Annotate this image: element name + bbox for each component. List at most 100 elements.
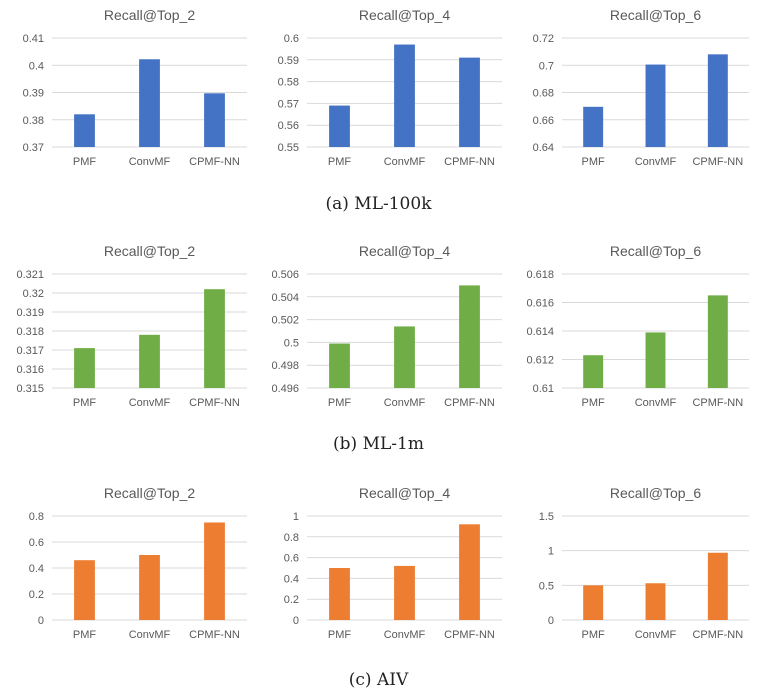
y-tick-label: 0.318	[16, 326, 44, 338]
y-tick-label: 0.2	[29, 589, 44, 601]
y-tick-label: 0.39	[23, 88, 44, 100]
bar-cpmf-nn	[204, 93, 225, 147]
x-tick-label: PMF	[582, 156, 606, 168]
chart-title: Recall@Top_2	[104, 485, 195, 501]
chart-aiv-top2: Recall@Top_2 0.8 0.6 0.4 0.2 0 PMF ConvMF CPMF-N…	[0, 478, 255, 658]
x-tick-label: PMF	[328, 397, 352, 409]
y-tick-label: 0.504	[271, 292, 299, 304]
y-tick-label: 0	[293, 615, 299, 627]
bar-cpmf-nn	[204, 522, 225, 620]
chart-title: Recall@Top_6	[610, 243, 701, 259]
chart-aiv-top6: Recall@Top_6 1.5 1 0.5 0 PMF ConvMF CPMF-NN	[510, 478, 757, 658]
chart-ml1m-top4: Recall@Top_4 0.506 0.504 0.502 0.5 0.498 0.496…	[255, 236, 510, 426]
bar-convmf	[139, 59, 160, 147]
caption-aiv: (c) AIV	[348, 670, 409, 690]
x-tick-label: ConvMF	[635, 397, 677, 409]
bar-pmf	[583, 585, 604, 620]
y-tick-label: 0.618	[526, 269, 554, 281]
x-tick-label: CPMF-NN	[692, 156, 743, 168]
bar-pmf	[583, 355, 604, 388]
y-tick-label: 0	[548, 615, 554, 627]
y-tick-label: 0.6	[284, 33, 299, 45]
y-tick-label: 0.6	[284, 553, 299, 565]
y-tick-label: 0.68	[533, 88, 554, 100]
y-tick-label: 0.506	[271, 269, 299, 281]
x-tick-label: CPMF-NN	[692, 397, 743, 409]
y-tick-label: 0.4	[284, 573, 299, 585]
x-tick-label: ConvMF	[384, 397, 426, 409]
chart-title: Recall@Top_4	[359, 243, 450, 259]
bar-convmf	[394, 44, 415, 147]
y-tick-label: 0.57	[278, 98, 299, 110]
x-tick-label: ConvMF	[129, 156, 171, 168]
x-tick-label: CPMF-NN	[692, 629, 743, 641]
x-tick-label: CPMF-NN	[189, 156, 240, 168]
chart-svg: Recall@Top_6 0.618 0.616 0.614 0.612 0.61 PMF C…	[526, 243, 749, 409]
chart-title: Recall@Top_4	[359, 485, 450, 501]
bar-pmf	[74, 560, 95, 620]
y-tick-label: 0.32	[23, 288, 44, 300]
y-tick-label: 0.61	[533, 383, 554, 395]
bar-convmf	[139, 555, 160, 620]
x-tick-label: ConvMF	[635, 156, 677, 168]
x-tick-label: CPMF-NN	[444, 397, 495, 409]
bar-cpmf-nn	[707, 54, 728, 147]
bar-pmf	[583, 106, 604, 147]
x-tick-label: CPMF-NN	[189, 629, 240, 641]
chart-ml100k-top4: Recall@Top_4 0.6 0.59 0.58 0.57 0.56 0.55 PMF Co…	[255, 0, 510, 185]
chart-title: Recall@Top_2	[104, 243, 195, 259]
x-tick-label: CPMF-NN	[444, 156, 495, 168]
x-tick-label: ConvMF	[384, 629, 426, 641]
y-tick-label: 0.4	[29, 563, 44, 575]
y-tick-label: 0.614	[526, 326, 554, 338]
y-tick-label: 0.4	[29, 60, 44, 72]
bar-cpmf-nn	[204, 289, 225, 388]
bar-cpmf-nn	[707, 295, 728, 388]
chart-ml1m-top2: Recall@Top_2 0.321 0.32 0.319 0.318 0.317 0.31…	[0, 236, 255, 426]
y-tick-label: 0.316	[16, 364, 44, 376]
x-tick-label: PMF	[73, 629, 97, 641]
chart-ml1m-top6: Recall@Top_6 0.618 0.616 0.614 0.612 0.61 PMF C…	[510, 236, 757, 426]
chart-svg: Recall@Top_4 1 0.8 0.6 0.4 0.2 0 PMF ConvMF CPMF-…	[284, 485, 502, 641]
chart-title: Recall@Top_4	[359, 7, 450, 23]
y-tick-label: 0.8	[29, 511, 44, 523]
y-tick-label: 0.5	[539, 580, 554, 592]
x-tick-label: ConvMF	[635, 629, 677, 641]
x-tick-label: ConvMF	[129, 629, 171, 641]
y-tick-label: 0.55	[278, 142, 299, 154]
y-tick-label: 0.502	[271, 315, 299, 327]
y-tick-label: 0.66	[533, 115, 554, 127]
y-tick-label: 0.6	[29, 537, 44, 549]
y-tick-label: 0.496	[271, 383, 299, 395]
bar-convmf	[645, 583, 666, 620]
y-tick-label: 0.72	[533, 33, 554, 45]
x-tick-label: CPMF-NN	[444, 629, 495, 641]
x-tick-label: PMF	[582, 629, 606, 641]
y-tick-label: 0.56	[278, 120, 299, 132]
y-tick-label: 0.38	[23, 115, 44, 127]
y-tick-label: 1.5	[539, 511, 554, 523]
chart-svg: Recall@Top_6 0.72 0.7 0.68 0.66 0.64 PMF ConvMF…	[533, 7, 749, 168]
chart-aiv-top4: Recall@Top_4 1 0.8 0.6 0.4 0.2 0 PMF ConvMF CPMF-…	[255, 478, 510, 658]
y-tick-label: 0.41	[23, 33, 44, 45]
bar-cpmf-nn	[459, 524, 480, 620]
bar-cpmf-nn	[459, 285, 480, 388]
y-tick-label: 0.317	[16, 345, 44, 357]
chart-title: Recall@Top_6	[610, 7, 701, 23]
chart-ml100k-top6: Recall@Top_6 0.72 0.7 0.68 0.66 0.64 PMF ConvMF…	[510, 0, 757, 185]
chart-svg: Recall@Top_6 1.5 1 0.5 0 PMF ConvMF CPMF-NN	[539, 485, 749, 641]
x-tick-label: PMF	[328, 629, 352, 641]
x-tick-label: ConvMF	[384, 156, 426, 168]
chart-svg: Recall@Top_4 0.6 0.59 0.58 0.57 0.56 0.55 PMF Co…	[278, 7, 502, 168]
x-tick-label: PMF	[328, 156, 352, 168]
bar-convmf	[645, 64, 666, 147]
y-tick-label: 0.498	[271, 360, 299, 372]
y-tick-label: 1	[293, 511, 299, 523]
bar-convmf	[645, 332, 666, 388]
y-tick-label: 0.7	[539, 60, 554, 72]
chart-svg: Recall@Top_2 0.41 0.4 0.39 0.38 0.37 PMF ConvMF…	[23, 7, 247, 168]
chart-svg: Recall@Top_2 0.8 0.6 0.4 0.2 0 PMF ConvMF CPMF-N…	[29, 485, 247, 641]
y-tick-label: 0.612	[526, 355, 554, 367]
bar-convmf	[139, 334, 160, 388]
x-tick-label: PMF	[73, 397, 97, 409]
